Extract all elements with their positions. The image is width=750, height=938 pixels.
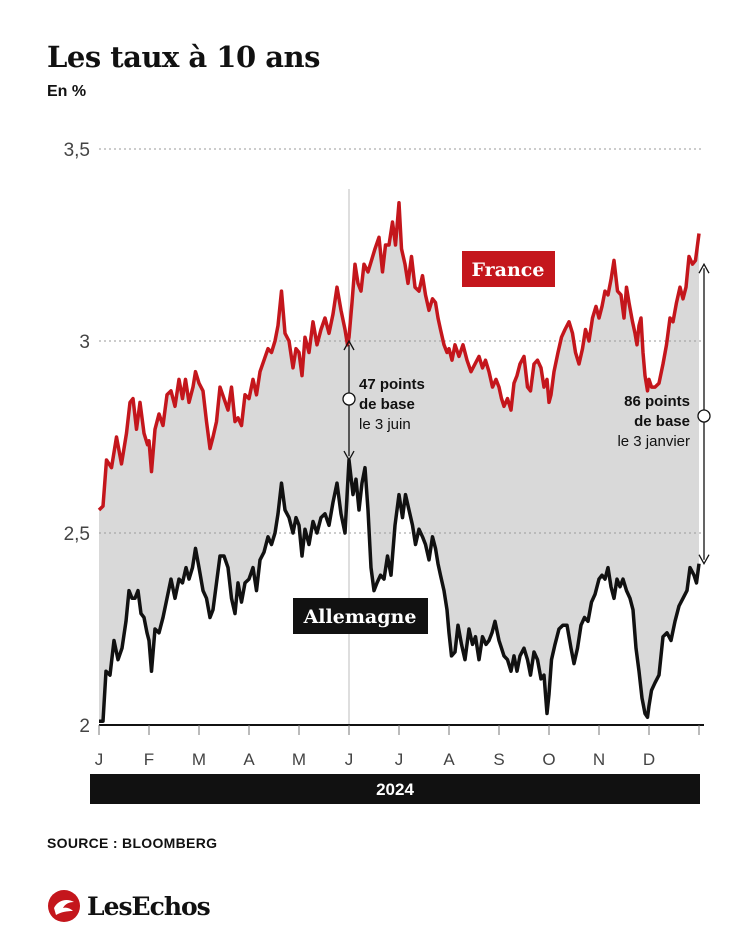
x-tick-label: A <box>243 750 255 769</box>
year-label: 2024 <box>376 780 414 799</box>
june-spread-label-line2: de base <box>359 396 415 413</box>
june-spread-arrow-up <box>343 339 355 351</box>
france-line <box>97 201 701 512</box>
january-spread-label-line2: de base <box>634 413 690 430</box>
y-tick-label: 3 <box>79 332 90 353</box>
x-tick-label: M <box>292 750 306 769</box>
x-tick-label: F <box>144 750 154 769</box>
les-echos-logo-icon <box>48 890 80 922</box>
x-tick-label: S <box>493 750 504 769</box>
x-tick-label: J <box>395 750 404 769</box>
x-tick-label: A <box>443 750 455 769</box>
x-tick-label: O <box>542 750 555 769</box>
germany-line <box>99 458 701 723</box>
june-spread-label-line1: 47 points <box>359 376 425 393</box>
brand-name: LesEchos <box>87 891 211 921</box>
france-label-box <box>462 251 555 287</box>
january-spread-label-line1: 86 points <box>624 393 690 410</box>
january-spread-arrow-up <box>698 262 710 274</box>
y-tick-label: 2,5 <box>64 524 90 545</box>
january-spread-arrow-down <box>698 554 710 566</box>
y-tick-label: 2 <box>79 716 90 737</box>
line-chart: 2 2,5 3 3,5 J F M A M J J A S O N D 2024 France Allemagne 4… <box>64 140 711 804</box>
spread-area <box>99 202 699 722</box>
y-tick-label: 3,5 <box>64 140 90 161</box>
x-tick-label: N <box>593 750 605 769</box>
x-tick-label: D <box>643 750 655 769</box>
january-spread-marker <box>697 409 711 423</box>
germany-label-box <box>293 598 428 634</box>
june-spread-arrow-down <box>343 450 355 462</box>
chart-subtitle: En % <box>47 83 87 100</box>
january-spread-label-line3: le 3 janvier <box>617 433 690 450</box>
june-spread-marker <box>342 392 356 406</box>
x-tick-label: J <box>345 750 354 769</box>
june-spread-label-line3: le 3 juin <box>359 416 411 433</box>
brand-logo: LesEchos <box>47 889 211 923</box>
germany-label: Allemagne <box>303 606 417 628</box>
source-note: SOURCE : BLOOMBERG <box>47 835 218 851</box>
x-tick-label: J <box>95 750 104 769</box>
france-label: France <box>472 259 545 281</box>
x-tick-label: M <box>192 750 206 769</box>
year-bar <box>90 774 700 804</box>
chart-title: Les taux à 10 ans <box>47 40 320 74</box>
